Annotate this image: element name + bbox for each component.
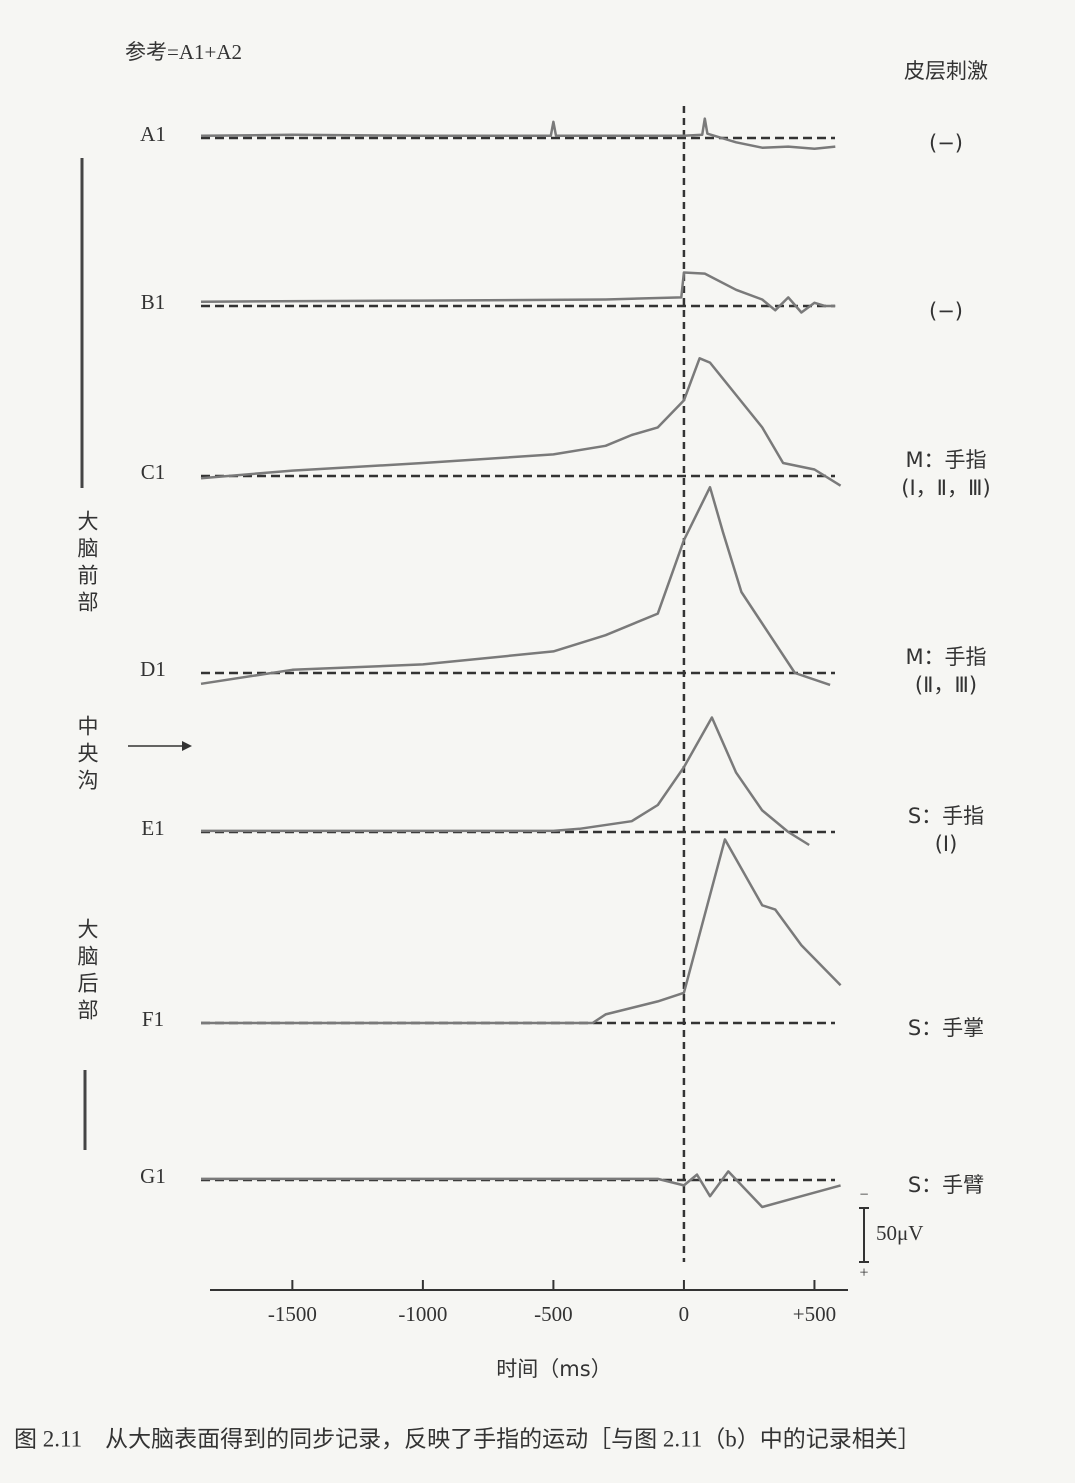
- region-label: 大脑后部: [75, 918, 99, 1026]
- x-tick-label: +500: [793, 1302, 836, 1326]
- x-tick-label: -500: [534, 1302, 573, 1326]
- region-label: 中央沟: [75, 715, 99, 796]
- trace-label: F1: [142, 1007, 164, 1031]
- trace-label: B1: [141, 290, 166, 314]
- trace: [200, 485, 831, 687]
- trace: [200, 357, 842, 487]
- stim-label: (Ⅰ): [935, 832, 958, 856]
- caption: 图 2.11 从大脑表面得到的同步记录，反映了手指的运动［与图 2.11（b）中…: [14, 1426, 921, 1451]
- stim-label: (Ⅰ，Ⅱ，Ⅲ): [901, 476, 990, 500]
- trace: [201, 716, 810, 847]
- stim-label: S：手臂: [908, 1173, 984, 1197]
- stim-label: M：手指: [905, 448, 986, 472]
- trace: [200, 271, 836, 314]
- x-tick-label: 0: [679, 1302, 690, 1326]
- scale-top: −: [859, 1187, 868, 1204]
- scale-label: 50μV: [876, 1221, 923, 1245]
- region-label: 大脑前部: [75, 510, 99, 618]
- stim-label: (−): [929, 299, 963, 323]
- x-tick-label: -1500: [268, 1302, 317, 1326]
- x-axis-title: 时间（ms）: [496, 1357, 611, 1381]
- reference-label: 参考=A1+A2: [125, 40, 242, 64]
- trace: [201, 838, 842, 1025]
- trace-label: C1: [141, 460, 166, 484]
- trace-label: A1: [140, 122, 166, 146]
- trace-label: G1: [140, 1164, 166, 1188]
- stim-label: (−): [929, 131, 963, 155]
- scale-bottom: +: [859, 1265, 868, 1282]
- trace: [200, 117, 836, 151]
- trace: [201, 1170, 841, 1209]
- stim-label: S：手掌: [908, 1016, 984, 1040]
- x-tick-label: -1000: [398, 1302, 447, 1326]
- arrow-head: [182, 741, 192, 751]
- trace-label: D1: [140, 657, 166, 681]
- right-header: 皮层刺激: [904, 59, 988, 83]
- stim-label: S：手指: [908, 804, 984, 828]
- stim-label: (Ⅱ，Ⅲ): [915, 673, 977, 697]
- trace-label: E1: [141, 816, 164, 840]
- stim-label: M：手指: [905, 645, 986, 669]
